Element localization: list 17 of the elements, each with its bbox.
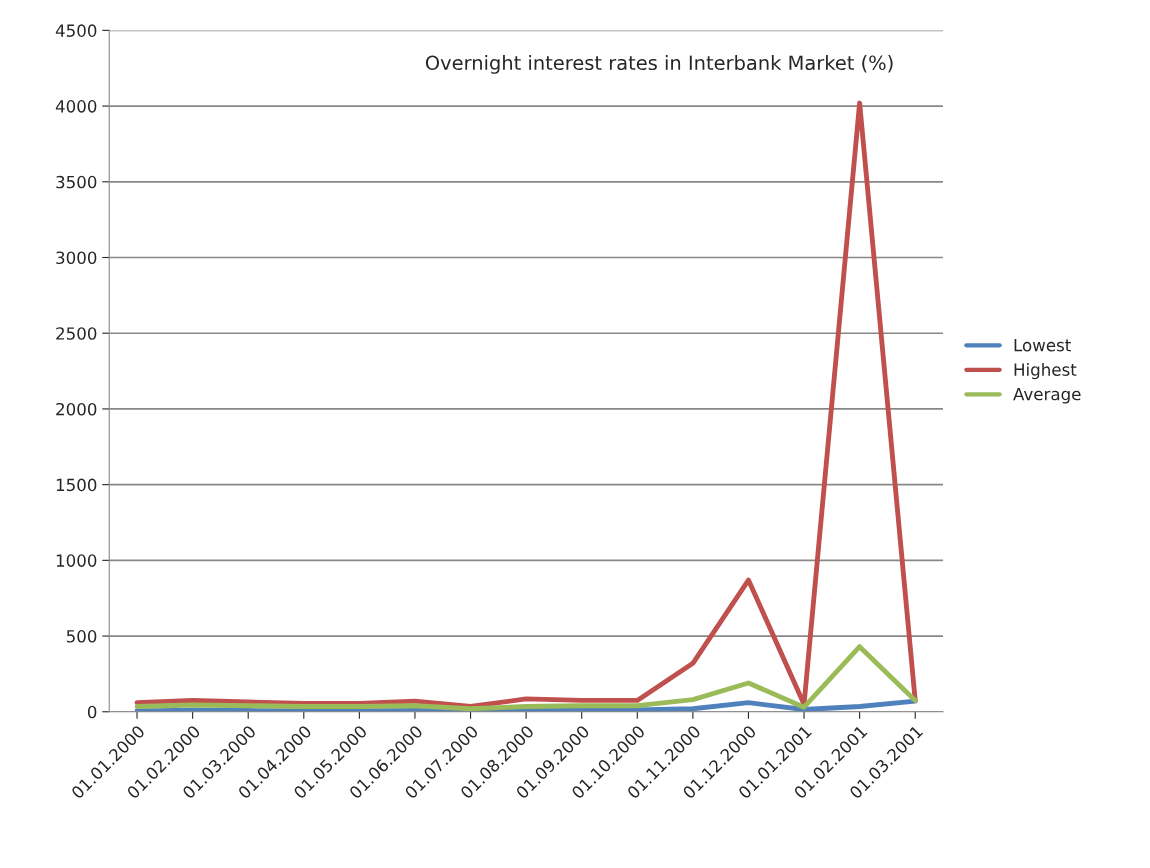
- line-series: [134, 644, 918, 712]
- y-tick-label: 3000: [56, 251, 97, 265]
- y-tick-label: 2500: [56, 327, 97, 340]
- y-tick-label: 2000: [56, 402, 97, 416]
- legend-label: Average: [1013, 387, 1081, 404]
- line-series: [134, 698, 918, 712]
- text: Overnight interest rates in Interbank Market (%): [425, 55, 893, 74]
- y-tick-label: 3500: [56, 175, 97, 189]
- y-tick-label: 1000: [56, 554, 97, 567]
- line-series: [134, 100, 918, 709]
- legend-label: Lowest: [1014, 339, 1071, 352]
- y-tick-label: 1500: [56, 478, 97, 492]
- y-tick-label: 500: [66, 630, 97, 643]
- legend-label: Highest: [1014, 363, 1077, 380]
- y-tick-label: 4500: [55, 24, 97, 37]
- y-tick-label: 4000: [55, 100, 97, 113]
- y-tick-label: 0: [87, 705, 97, 719]
